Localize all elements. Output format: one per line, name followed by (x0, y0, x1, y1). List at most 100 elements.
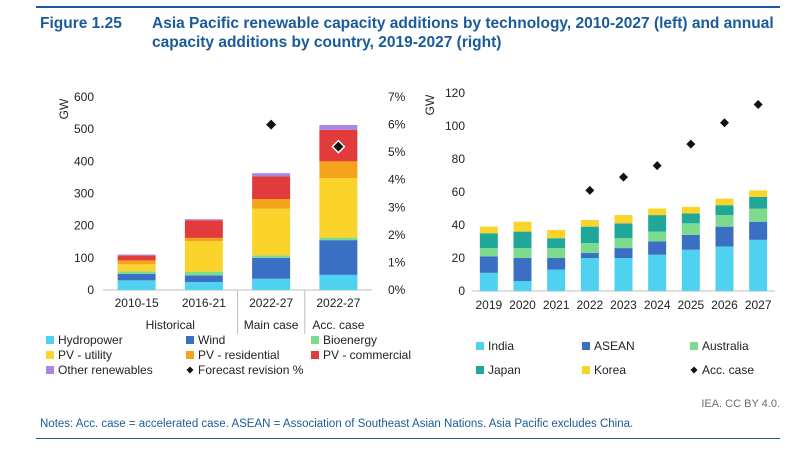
left-bar-segment-bioenergy (252, 255, 291, 258)
left-y2-tick-label: 2% (388, 228, 406, 242)
right-y-tick-label: 80 (452, 152, 466, 166)
left-bar-segment-other (117, 254, 156, 256)
left-bar-segment-other (252, 173, 291, 177)
left-y-tick-label: 300 (74, 187, 94, 201)
right-x-tick-label: 2025 (677, 298, 704, 312)
right-bar-segment-japan (513, 231, 532, 249)
left-bar-segment-wind (252, 257, 291, 279)
right-legend-label: ASEAN (594, 339, 635, 353)
left-legend-label: PV - utility (58, 348, 112, 362)
left-bar-segment-wind (184, 275, 223, 282)
right-acc-case-marker (753, 100, 763, 110)
right-acc-case-marker (619, 172, 628, 182)
left-forecast-revision-marker (331, 139, 346, 154)
left-y-axis-label: GW (57, 98, 71, 119)
left-bar-segment-hydropower (319, 274, 358, 290)
left-bar-segment-pv_utility (117, 264, 156, 272)
right-x-tick-label: 2023 (610, 298, 637, 312)
left-bar-segment-bioenergy (184, 271, 223, 276)
left-bar-segment-pv_residential (184, 237, 223, 242)
right-acc-case-marker (686, 139, 696, 149)
right-bar-segment-korea (681, 206, 700, 214)
right-bar-segment-japan (648, 215, 667, 232)
left-y-tick-label: 0 (87, 283, 94, 297)
right-x-tick-label: 2019 (475, 298, 502, 312)
right-y-tick-label: 120 (445, 86, 465, 100)
right-y-tick-label: 0 (458, 284, 465, 298)
left-bar-segment-bioenergy (117, 271, 156, 274)
right-legend-swatch-asean (582, 342, 590, 350)
right-bar-segment-japan (580, 226, 599, 244)
left-legend-label: Hydropower (58, 333, 123, 347)
right-bar-segment-asean (479, 256, 498, 273)
left-legend-label: Bioenergy (323, 333, 377, 347)
right-bar-segment-korea (547, 229, 566, 239)
figure-notes: Notes: Acc. case = accelerated case. ASE… (40, 418, 634, 430)
left-legend-label: PV - residential (198, 348, 279, 362)
source-credit: IEA. CC BY 4.0. (701, 398, 780, 410)
right-acc-case-marker (652, 161, 662, 171)
right-x-tick-label: 2024 (644, 298, 671, 312)
right-bar-segment-asean (580, 253, 599, 258)
left-legend-label: PV - commercial (323, 348, 411, 362)
right-legend-swatch-korea (582, 366, 590, 374)
right-y-axis-label: GW (423, 94, 437, 115)
left-y-tick-label: 200 (74, 219, 94, 233)
left-y-tick-label: 400 (74, 154, 94, 168)
right-bar-segment-korea (513, 221, 532, 232)
left-bar-segment-bioenergy (319, 237, 358, 241)
left-bar-segment-wind (117, 273, 156, 281)
right-bar-segment-asean (648, 241, 667, 255)
right-bar-segment-india (614, 258, 633, 291)
left-legend-swatch-pv_commercial (311, 351, 319, 359)
left-y-tick-label: 500 (74, 122, 94, 136)
right-acc-case-marker (585, 185, 595, 195)
right-bar-segment-asean (513, 258, 532, 282)
right-bar-segment-japan (547, 238, 566, 249)
left-bar-segment-pv_commercial (184, 220, 223, 238)
left-bar-segment-pv_utility (252, 208, 291, 256)
right-bar-segment-australia (580, 243, 599, 254)
right-bar-segment-australia (479, 248, 498, 257)
left-legend-label: Other renewables (58, 363, 153, 377)
right-legend-label: Japan (488, 363, 521, 377)
left-y2-tick-label: 6% (388, 118, 406, 132)
left-bar-segment-pv_commercial (117, 255, 156, 261)
left-legend-swatch-pv_residential (186, 351, 194, 359)
right-legend-label: Acc. case (702, 363, 754, 377)
left-bar-segment-hydropower (184, 281, 223, 290)
right-y-tick-label: 100 (445, 119, 465, 133)
left-legend-marker-swatch (186, 366, 194, 374)
left-legend-swatch-bioenergy (311, 336, 319, 344)
right-y-tick-label: 40 (452, 218, 466, 232)
left-legend-label: Forecast revision % (198, 363, 304, 377)
left-group-label: Main case (244, 318, 299, 332)
left-y2-tick-label: 7% (388, 90, 406, 104)
left-y2-tick-label: 1% (388, 255, 406, 269)
right-bar-segment-india (749, 239, 768, 291)
figure-title: Asia Pacific renewable capacity addition… (152, 15, 774, 51)
left-x-tick-label: 2010-15 (115, 296, 159, 310)
left-bar-segment-pv_residential (117, 260, 156, 265)
left-y2-tick-label: 3% (388, 200, 406, 214)
right-bar-segment-asean (749, 221, 768, 240)
right-bar-segment-korea (479, 226, 498, 234)
left-y2-tick-label: 0% (388, 283, 406, 297)
left-group-label: Acc. case (312, 318, 364, 332)
right-bar-segment-australia (681, 223, 700, 235)
right-bar-segment-australia (715, 215, 734, 227)
right-bar-segment-india (648, 254, 667, 291)
right-bar-segment-asean (614, 248, 633, 258)
right-bar-segment-japan (715, 205, 734, 216)
right-x-tick-label: 2022 (576, 298, 603, 312)
right-bar-segment-korea (614, 215, 633, 224)
right-bar-segment-australia (614, 238, 633, 249)
right-bar-segment-india (715, 246, 734, 291)
right-legend-marker-swatch (690, 366, 698, 374)
right-bar-segment-korea (648, 208, 667, 216)
left-bar-segment-pv_utility (184, 241, 223, 272)
right-x-tick-label: 2021 (543, 298, 570, 312)
left-x-tick-label: 2022-27 (249, 296, 293, 310)
left-bar-segment-hydropower (117, 280, 156, 290)
